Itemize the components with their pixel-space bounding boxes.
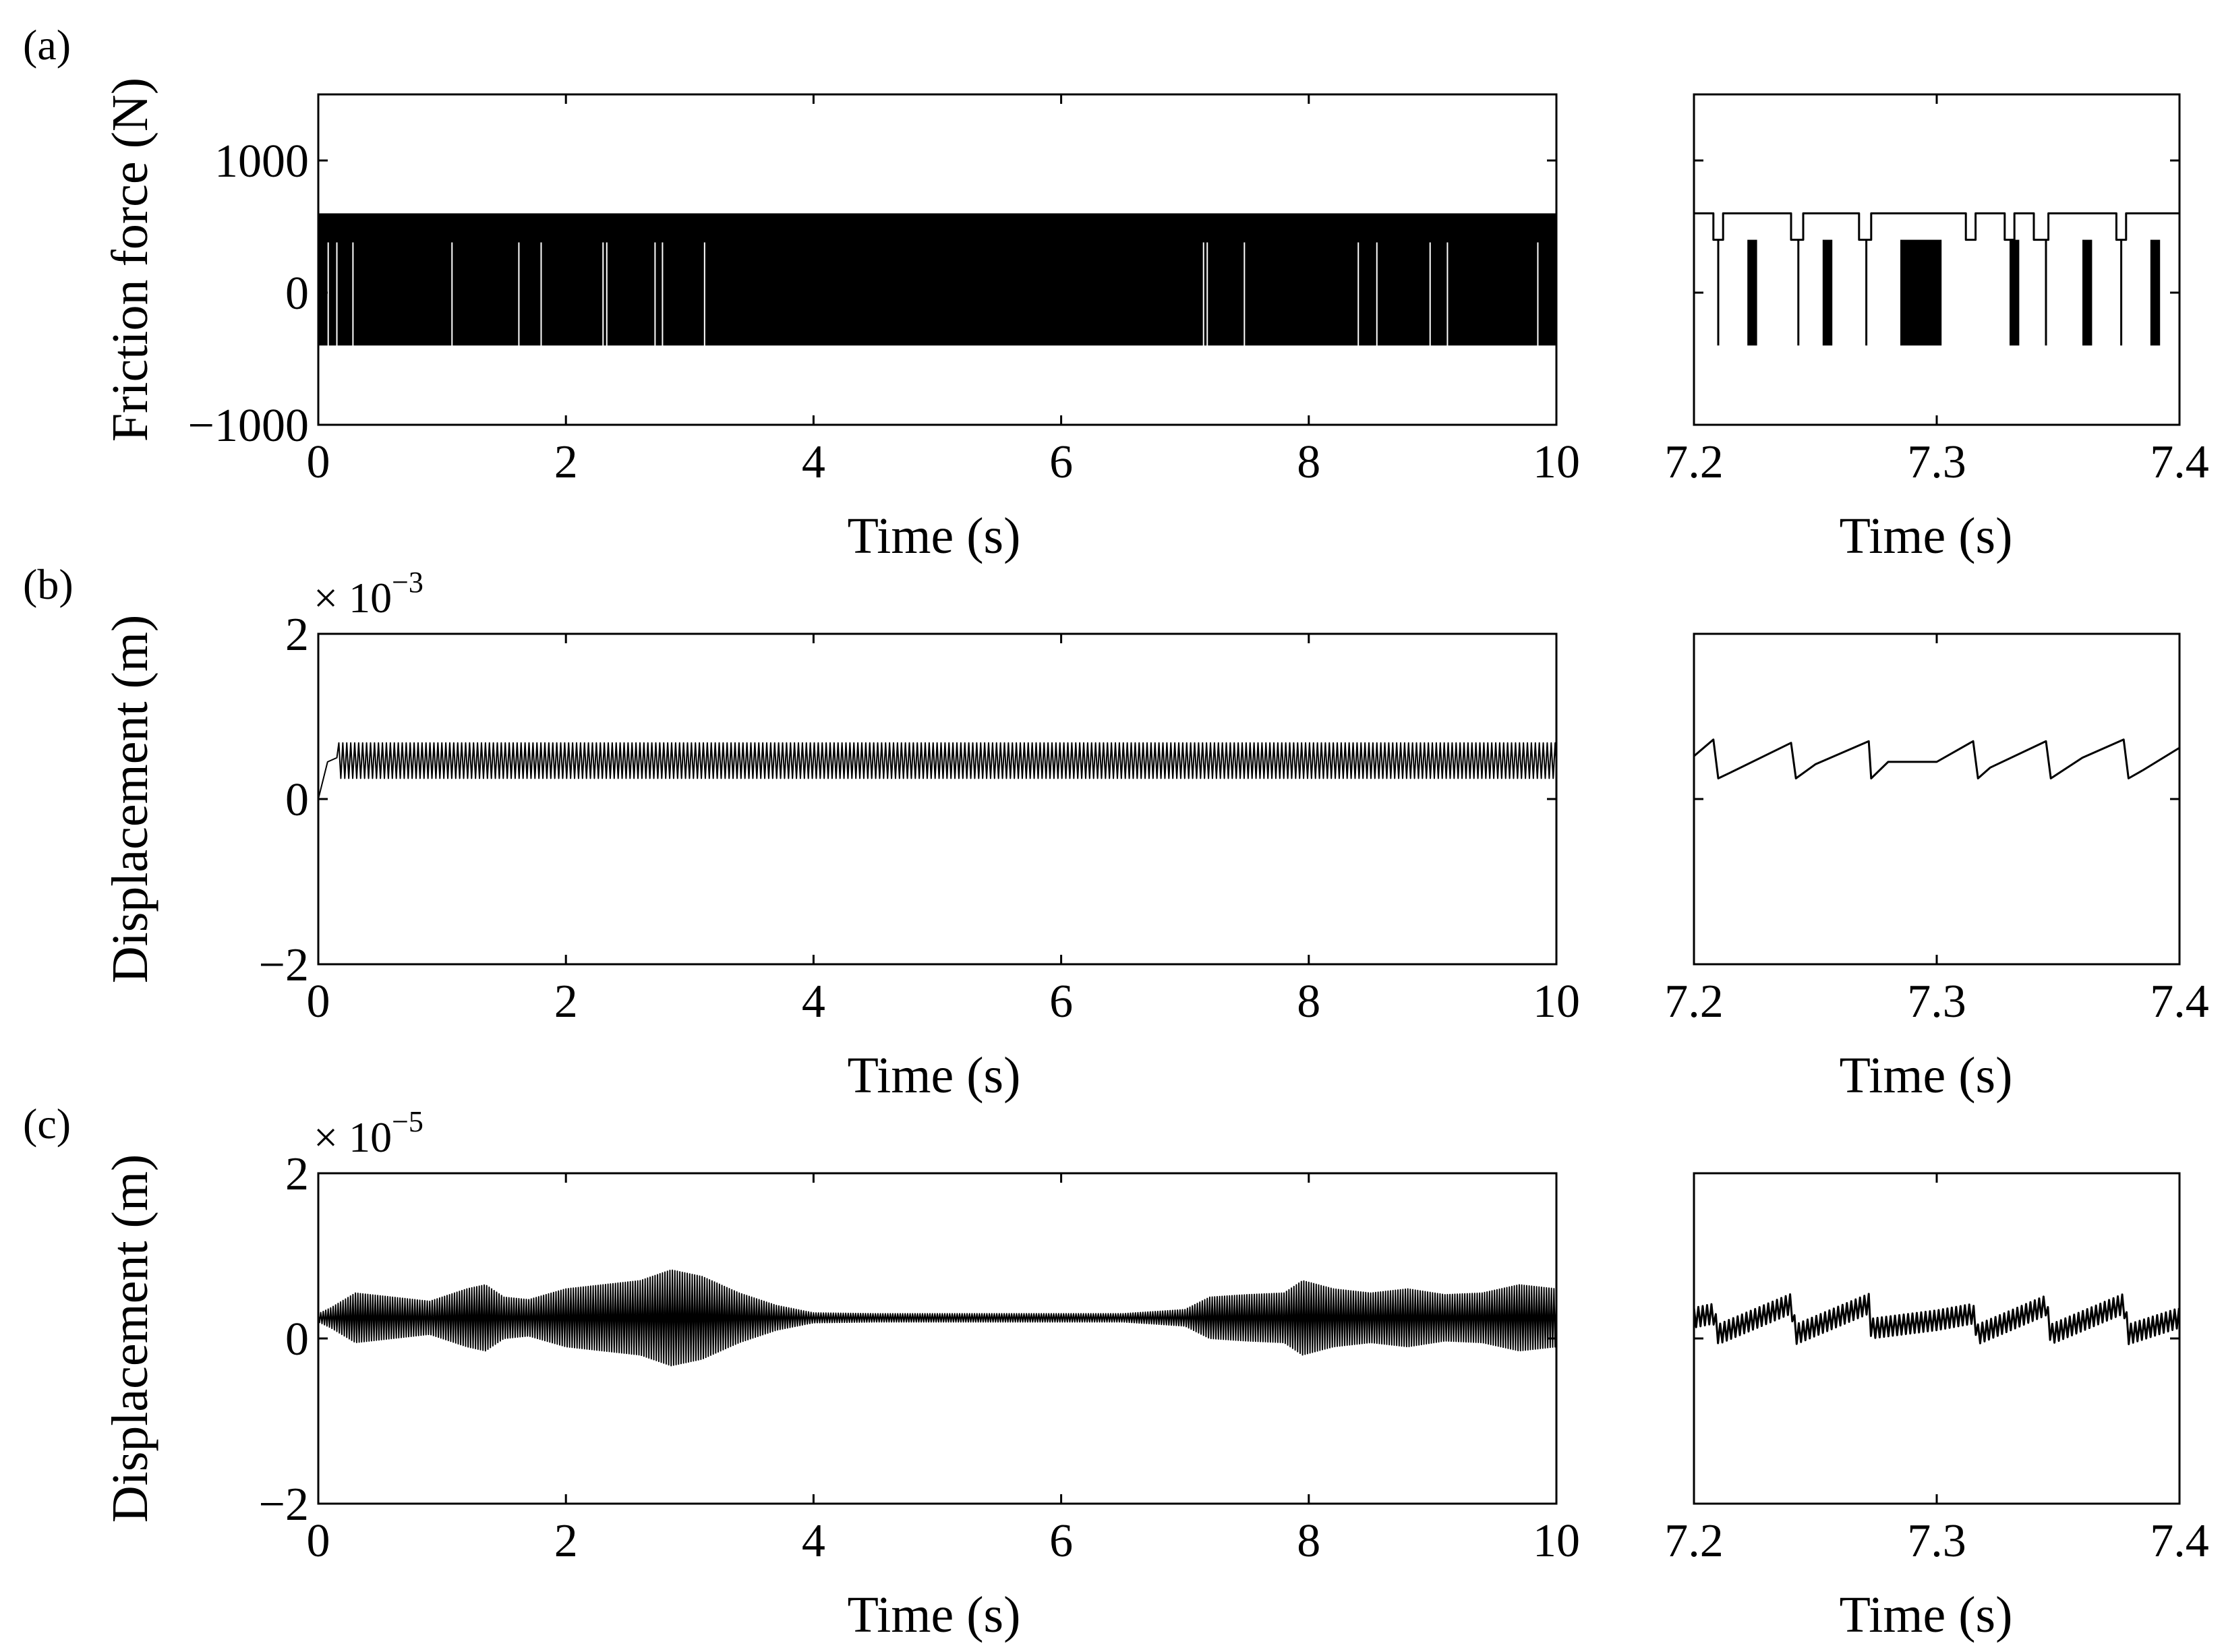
data-burst bbox=[1747, 239, 1757, 346]
panel-a: (a) Friction force (N) 0 2 4 6 8 10−100001000… bbox=[23, 21, 2209, 564]
y-tick-label: 0 bbox=[285, 268, 309, 320]
axes-frame bbox=[317, 1172, 1558, 1505]
multiplier-c: × 10−5 bbox=[314, 1105, 423, 1161]
x-tick-label: 2 bbox=[554, 976, 578, 1028]
x-tick-label: 7.4 bbox=[2150, 976, 2209, 1028]
xlabel-a-main: Time (s) bbox=[848, 508, 1021, 564]
data-line bbox=[318, 742, 1556, 800]
data-line bbox=[1694, 738, 2179, 779]
x-tick-label: 6 bbox=[1049, 1515, 1073, 1567]
panel-c: (c) Displacement (m) × 10−5 0 2 4 6 8 10−202 … bbox=[23, 1100, 2209, 1643]
xlabel-c-main: Time (s) bbox=[848, 1587, 1021, 1643]
ylabel-a: Friction force (N) bbox=[102, 78, 158, 442]
chart-c-main: 0 2 4 6 8 10−202 bbox=[259, 1148, 1580, 1567]
data-burst bbox=[1900, 239, 1942, 346]
ylabel-c: Displacement (m) bbox=[102, 1154, 158, 1523]
x-tick-label: 4 bbox=[802, 976, 825, 1028]
x-tick-label: 4 bbox=[802, 1515, 825, 1567]
x-tick-label: 10 bbox=[1533, 976, 1580, 1028]
x-tick-label: 7.2 bbox=[1664, 436, 1724, 488]
y-tick-label: 2 bbox=[285, 609, 309, 661]
x-tick-label: 7.2 bbox=[1664, 1515, 1724, 1567]
chart-a-zoom: 7.2 7.3 7.4 bbox=[1664, 93, 2209, 488]
data-band bbox=[318, 213, 1556, 346]
x-tick-label: 7.4 bbox=[2150, 436, 2209, 488]
ylabel-b: Displacement (m) bbox=[102, 615, 158, 984]
x-tick-label: 7.3 bbox=[1907, 436, 1966, 488]
y-tick-label: 2 bbox=[285, 1148, 309, 1200]
x-tick-label: 0 bbox=[307, 1515, 330, 1567]
x-tick-label: 10 bbox=[1533, 436, 1580, 488]
x-tick-label: 2 bbox=[554, 436, 578, 488]
y-tick-label: 0 bbox=[285, 774, 309, 826]
xlabel-a-zoom: Time (s) bbox=[1840, 508, 2013, 564]
panel-label-c: (c) bbox=[23, 1100, 71, 1148]
plot-area bbox=[1694, 212, 2179, 346]
x-tick-label: 8 bbox=[1297, 436, 1320, 488]
chart-b-zoom: 7.2 7.3 7.4 bbox=[1664, 632, 2209, 1028]
axes-frame bbox=[317, 632, 1558, 966]
x-tick-label: 10 bbox=[1533, 1515, 1580, 1567]
x-tick-label: 7.2 bbox=[1664, 976, 1724, 1028]
plot-area bbox=[1694, 1293, 2179, 1345]
y-tick-label: −1000 bbox=[188, 400, 309, 452]
x-tick-label: 0 bbox=[307, 436, 330, 488]
data-line bbox=[1694, 212, 2179, 241]
panel-b: (b) Displacement (m) × 10−3 0 2 4 6 8 10−202 … bbox=[23, 560, 2209, 1104]
x-tick-label: 7.4 bbox=[2150, 1515, 2209, 1567]
y-tick-label: 0 bbox=[285, 1314, 309, 1365]
x-tick-label: 0 bbox=[307, 976, 330, 1028]
plot-area bbox=[318, 213, 1556, 347]
plot-area bbox=[1694, 738, 2179, 779]
data-burst bbox=[1822, 239, 1833, 346]
xlabel-b-zoom: Time (s) bbox=[1840, 1047, 2013, 1104]
x-tick-label: 7.3 bbox=[1907, 1515, 1966, 1567]
y-tick-label: 1000 bbox=[214, 136, 309, 187]
panel-label-a: (a) bbox=[23, 21, 71, 69]
xlabel-c-zoom: Time (s) bbox=[1840, 1587, 2013, 1643]
y-tick-label: −2 bbox=[259, 939, 309, 991]
multiplier-b: × 10−3 bbox=[314, 566, 423, 622]
chart-b-main: 0 2 4 6 8 10−202 bbox=[259, 609, 1580, 1028]
axes-frame bbox=[1693, 632, 2181, 966]
x-tick-label: 8 bbox=[1297, 976, 1320, 1028]
plot-area bbox=[318, 1269, 1556, 1367]
x-tick-label: 7.3 bbox=[1907, 976, 1966, 1028]
x-tick-label: 8 bbox=[1297, 1515, 1320, 1567]
plot-area bbox=[318, 742, 1556, 800]
data-burst bbox=[2150, 239, 2161, 346]
data-line bbox=[1694, 1293, 2179, 1345]
x-tick-label: 2 bbox=[554, 1515, 578, 1567]
panel-label-b: (b) bbox=[23, 560, 74, 608]
x-tick-label: 4 bbox=[802, 436, 825, 488]
data-line bbox=[318, 1269, 1556, 1367]
axes-frame bbox=[1693, 1172, 2181, 1505]
data-burst bbox=[2082, 239, 2093, 346]
y-tick-label: −2 bbox=[259, 1479, 309, 1531]
x-tick-label: 6 bbox=[1049, 976, 1073, 1028]
data-burst bbox=[2010, 239, 2020, 346]
x-tick-label: 6 bbox=[1049, 436, 1073, 488]
chart-c-zoom: 7.2 7.3 7.4 bbox=[1664, 1172, 2209, 1567]
axes-frame bbox=[317, 93, 1558, 426]
xlabel-b-main: Time (s) bbox=[848, 1047, 1021, 1104]
